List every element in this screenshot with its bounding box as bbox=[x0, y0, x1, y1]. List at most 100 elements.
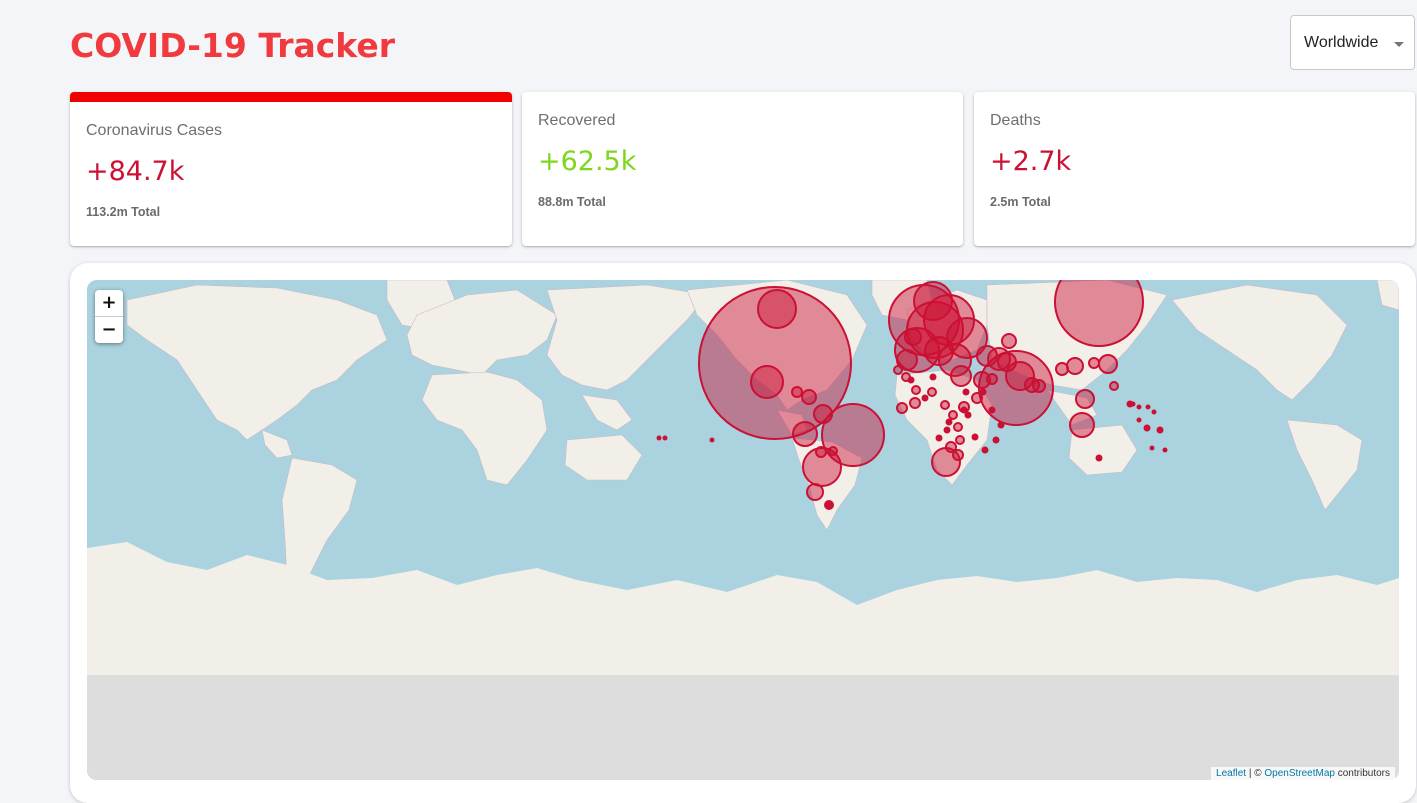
case-circle[interactable] bbox=[971, 433, 979, 441]
case-circle[interactable] bbox=[1075, 389, 1095, 409]
leaflet-link[interactable]: Leaflet bbox=[1216, 768, 1247, 779]
cases-title: Coronavirus Cases bbox=[86, 122, 223, 139]
landmass bbox=[281, 457, 358, 601]
deaths-card[interactable]: Deaths +2.7k 2.5m Total bbox=[974, 92, 1415, 246]
case-circle[interactable] bbox=[1109, 381, 1119, 391]
case-circle[interactable] bbox=[1149, 445, 1155, 451]
map-tiles bbox=[87, 280, 1399, 780]
case-circle[interactable] bbox=[801, 389, 817, 405]
case-circle[interactable] bbox=[1143, 424, 1151, 432]
case-circle[interactable] bbox=[924, 336, 954, 366]
case-circle[interactable] bbox=[929, 373, 937, 381]
case-circle[interactable] bbox=[945, 441, 957, 453]
case-circle[interactable] bbox=[981, 446, 989, 454]
case-circle[interactable] bbox=[806, 483, 824, 501]
case-circle[interactable] bbox=[950, 365, 972, 387]
case-circle[interactable] bbox=[971, 392, 983, 404]
case-circle[interactable] bbox=[907, 376, 915, 384]
case-circle[interactable] bbox=[792, 421, 818, 447]
case-circle[interactable] bbox=[1156, 426, 1164, 434]
cases-card[interactable]: Coronavirus Cases +84.7k 113.2m Total bbox=[70, 92, 512, 246]
cases-today: +84.7k bbox=[86, 156, 185, 187]
deaths-title: Deaths bbox=[990, 112, 1041, 129]
deaths-total: 2.5m Total bbox=[990, 195, 1051, 209]
case-circle[interactable] bbox=[960, 406, 968, 414]
attribution-suffix: contributors bbox=[1334, 768, 1390, 779]
zoom-out-button[interactable]: − bbox=[95, 316, 123, 343]
case-circle[interactable] bbox=[953, 422, 963, 432]
case-circle[interactable] bbox=[952, 449, 964, 461]
case-circle[interactable] bbox=[909, 397, 921, 409]
case-circle[interactable] bbox=[893, 365, 903, 375]
case-circle[interactable] bbox=[988, 406, 996, 414]
country-select[interactable]: Worldwide bbox=[1290, 15, 1415, 70]
case-circle[interactable] bbox=[1130, 401, 1136, 407]
case-circle[interactable] bbox=[1151, 409, 1157, 415]
zoom-in-button[interactable]: + bbox=[101, 292, 117, 313]
landmass bbox=[581, 394, 633, 431]
case-circle[interactable] bbox=[948, 410, 958, 420]
case-circle[interactable] bbox=[791, 386, 803, 398]
case-circle[interactable] bbox=[709, 437, 715, 443]
case-circle[interactable] bbox=[1069, 412, 1095, 438]
case-circle[interactable] bbox=[1162, 447, 1168, 453]
map-attribution: Leaflet | © OpenStreetMap contributors bbox=[1211, 767, 1395, 780]
case-circle[interactable] bbox=[656, 435, 662, 441]
case-circle[interactable] bbox=[1066, 357, 1084, 375]
case-circle[interactable] bbox=[698, 286, 852, 440]
case-circle[interactable] bbox=[904, 328, 922, 346]
landmass bbox=[1376, 280, 1399, 311]
case-circle[interactable] bbox=[813, 404, 833, 424]
landmass bbox=[126, 284, 388, 441]
recovered-today: +62.5k bbox=[538, 146, 637, 177]
landmass bbox=[986, 280, 1168, 391]
case-circle[interactable] bbox=[1095, 454, 1103, 462]
case-circle[interactable] bbox=[662, 435, 668, 441]
case-circle[interactable] bbox=[1136, 417, 1142, 423]
recovered-total: 88.8m Total bbox=[538, 195, 606, 209]
case-circle[interactable] bbox=[938, 343, 972, 377]
case-circle[interactable] bbox=[1136, 404, 1142, 410]
case-circle[interactable] bbox=[943, 426, 951, 434]
recovered-card[interactable]: Recovered +62.5k 88.8m Total bbox=[522, 92, 963, 246]
case-circles-layer bbox=[656, 280, 1168, 510]
zoom-control: + − bbox=[95, 290, 123, 343]
case-circle[interactable] bbox=[1032, 379, 1046, 393]
case-circle[interactable] bbox=[1145, 404, 1151, 410]
case-circle[interactable] bbox=[1088, 357, 1100, 369]
landmass bbox=[1068, 424, 1138, 476]
case-circle[interactable] bbox=[828, 446, 838, 456]
case-circle[interactable] bbox=[757, 289, 797, 329]
case-circle[interactable] bbox=[986, 373, 998, 385]
landmass bbox=[421, 371, 548, 486]
landmass bbox=[406, 289, 558, 376]
case-circle[interactable] bbox=[825, 501, 833, 509]
case-circle[interactable] bbox=[964, 411, 972, 419]
case-circle[interactable] bbox=[946, 317, 988, 359]
case-circle[interactable] bbox=[979, 388, 987, 396]
case-circle[interactable] bbox=[992, 436, 1000, 444]
case-circle[interactable] bbox=[997, 352, 1017, 372]
case-circle[interactable] bbox=[815, 446, 827, 458]
case-circle[interactable] bbox=[940, 400, 950, 410]
case-circle[interactable] bbox=[750, 365, 784, 399]
world-map[interactable]: + − Leaflet | © OpenStreetMap contributo… bbox=[87, 280, 1399, 780]
case-circle[interactable] bbox=[896, 349, 918, 371]
case-circle[interactable] bbox=[1098, 354, 1118, 374]
case-circle[interactable] bbox=[911, 385, 921, 395]
case-circle[interactable] bbox=[896, 402, 908, 414]
case-circle[interactable] bbox=[927, 387, 937, 397]
osm-link[interactable]: OpenStreetMap bbox=[1264, 768, 1335, 779]
case-circle[interactable] bbox=[1054, 280, 1144, 347]
case-circle[interactable] bbox=[955, 435, 965, 445]
case-circle[interactable] bbox=[962, 388, 970, 396]
case-circle[interactable] bbox=[997, 421, 1005, 429]
active-card-indicator bbox=[70, 92, 512, 102]
antarctica bbox=[87, 542, 1399, 675]
case-circle[interactable] bbox=[935, 434, 943, 442]
case-circle[interactable] bbox=[921, 394, 929, 402]
case-circle[interactable] bbox=[1001, 333, 1017, 349]
case-circle[interactable] bbox=[945, 418, 953, 426]
recovered-title: Recovered bbox=[538, 112, 616, 129]
case-circle[interactable] bbox=[913, 281, 953, 321]
